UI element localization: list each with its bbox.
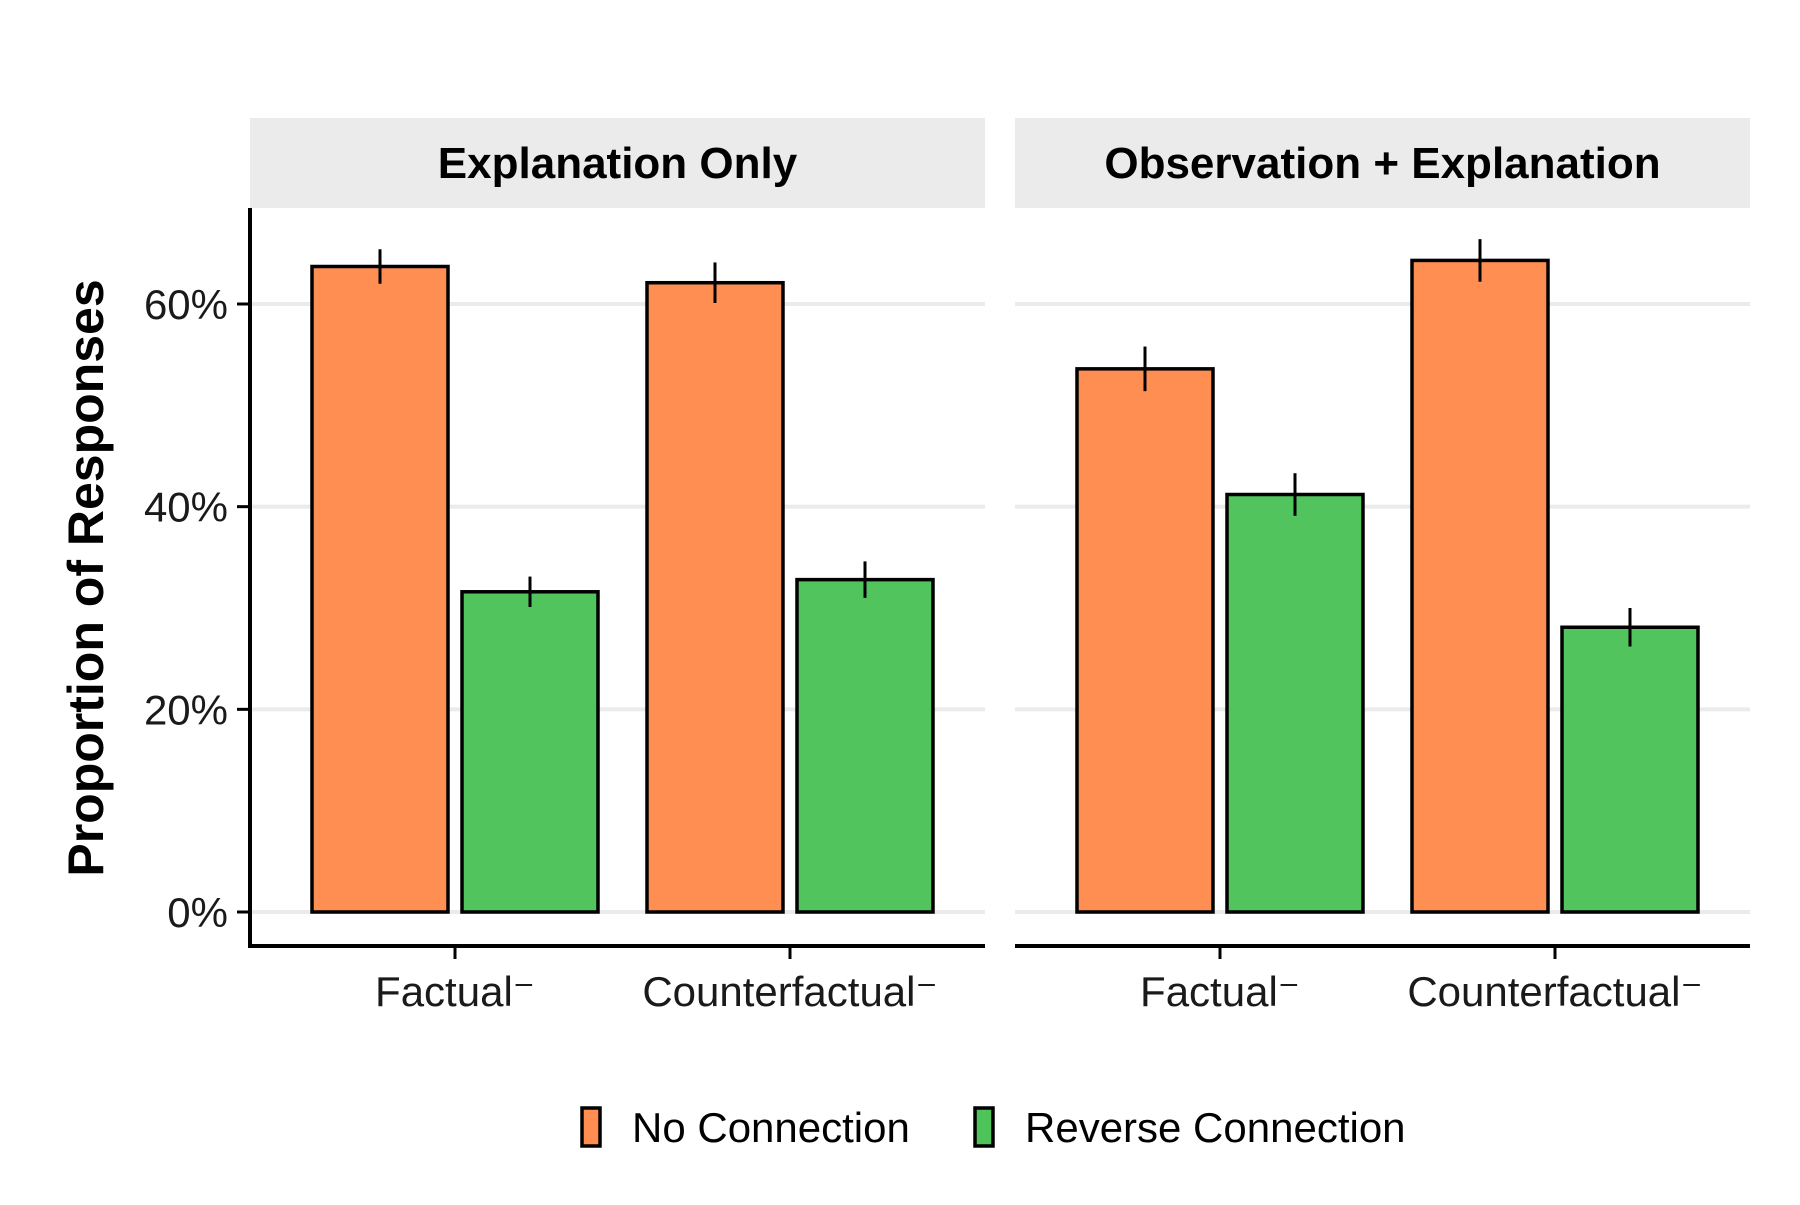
- bar-reverse-connection: [460, 590, 600, 914]
- y-axis-title: Proportion of Responses: [58, 279, 114, 876]
- legend: No Connection Reverse Connection: [580, 1104, 1406, 1151]
- panel-title: Observation + Explanation: [1104, 139, 1660, 188]
- panel-strip: [1015, 118, 1750, 208]
- bar-no-connection: [310, 264, 450, 914]
- y-tick-label: 20%: [144, 686, 228, 733]
- y-tick-label: 0%: [167, 889, 228, 936]
- panel-1: Explanation Only Factual⁻ Counterfactual⁻ 0…: [144, 118, 985, 1015]
- x-tick-label: Factual⁻: [375, 968, 535, 1015]
- panel-title: Explanation Only: [438, 139, 798, 188]
- bar-no-connection: [1410, 258, 1550, 914]
- bar-no-connection: [1075, 367, 1215, 914]
- y-tick-label: 40%: [144, 484, 228, 531]
- legend-label: No Connection: [632, 1104, 910, 1151]
- legend-item: No Connection: [580, 1104, 910, 1151]
- bar-reverse-connection: [1225, 492, 1365, 914]
- panel-strip: [250, 118, 985, 208]
- panel-2: Observation + Explanation Factual⁻ Counter…: [1015, 118, 1750, 1015]
- x-tick-label: Factual⁻: [1140, 968, 1300, 1015]
- x-tick-label: Counterfactual⁻: [642, 968, 937, 1015]
- legend-key: [580, 1106, 602, 1148]
- bar-reverse-connection: [1560, 625, 1700, 914]
- legend-item: Reverse Connection: [973, 1104, 1406, 1151]
- bar-no-connection: [645, 280, 785, 914]
- y-tick-label: 60%: [144, 281, 228, 328]
- legend-key: [973, 1106, 995, 1148]
- legend-label: Reverse Connection: [1025, 1104, 1406, 1151]
- bar-reverse-connection: [795, 577, 935, 914]
- x-tick-label: Counterfactual⁻: [1407, 968, 1702, 1015]
